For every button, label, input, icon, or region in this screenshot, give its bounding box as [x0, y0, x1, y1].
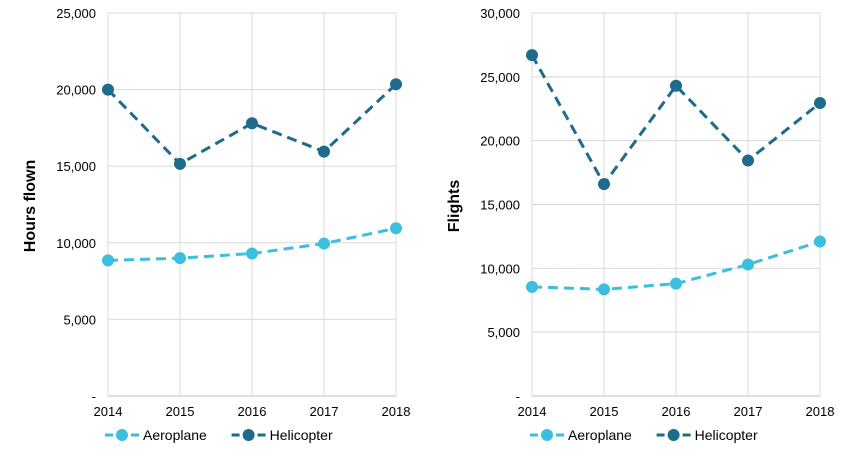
legend-aeroplane-marker: [116, 429, 128, 441]
y-tick-label: 5,000: [487, 325, 520, 340]
y-tick-label: 5,000: [63, 312, 96, 327]
y-tick-label: 10,000: [56, 236, 96, 251]
hours-flown-chart: Hours flown - 5,000 10,000 15,000 20,000 25,0…: [22, 6, 410, 443]
y-tick-label: 15,000: [480, 198, 520, 213]
y-tick-label: 10,000: [480, 261, 520, 276]
legend-aeroplane-label: Aeroplane: [143, 427, 207, 443]
aeroplane-point: [102, 254, 114, 267]
aeroplane-point: [174, 252, 186, 265]
helicopter-point: [390, 78, 402, 91]
plot-area: - 5,000 10,000 15,000 20,000 25,000 2014 2015 20…: [56, 6, 410, 443]
aeroplane-point: [526, 280, 538, 293]
x-tick-label: 2017: [734, 404, 763, 419]
legend-helicopter-label: Helicopter: [270, 427, 333, 443]
y-axis-title: Flights: [446, 180, 463, 233]
legend-helicopter-label: Helicopter: [695, 427, 758, 443]
legend-helicopter-marker: [667, 429, 680, 441]
aeroplane-point: [246, 247, 258, 260]
helicopter-point: [670, 79, 682, 92]
aeroplane-point: [598, 283, 610, 296]
y-tick-label: 20,000: [56, 83, 96, 98]
aeroplane-point: [318, 237, 330, 250]
legend-helicopter-marker: [242, 429, 255, 441]
helicopter-point: [174, 157, 186, 170]
aeroplane-point: [390, 222, 402, 235]
x-tick-label: 2014: [94, 404, 123, 419]
x-tick-label: 2016: [238, 404, 267, 419]
y-tick-label: 20,000: [480, 134, 520, 149]
helicopter-point: [318, 145, 330, 158]
legend-aeroplane-label: Aeroplane: [568, 427, 632, 443]
y-tick-label: 15,000: [56, 159, 96, 174]
y-tick-label: -: [92, 389, 96, 404]
helicopter-series-line: [106, 83, 398, 166]
helicopter-point: [102, 83, 114, 96]
x-tick-label: 2015: [590, 404, 619, 419]
helicopter-point: [742, 154, 754, 167]
y-tick-label: -: [516, 389, 520, 404]
plot-area: - 5,000 10,000 15,000 20,000 25,000 30,000 2014…: [480, 6, 834, 443]
x-tick-label: 2014: [518, 404, 547, 419]
aeroplane-point: [742, 258, 754, 271]
y-axis-title: Hours flown: [22, 160, 39, 252]
flights-chart: Flights - 5,000 10,000 15,000 20,000 25,000 30…: [446, 6, 834, 443]
legend-aeroplane-marker: [541, 429, 553, 441]
aeroplane-point: [814, 235, 826, 248]
helicopter-point: [598, 178, 610, 191]
helicopter-series-line: [530, 54, 821, 187]
y-tick-label: 25,000: [56, 6, 96, 21]
x-tick-label: 2018: [806, 404, 835, 419]
x-tick-label: 2015: [166, 404, 195, 419]
aeroplane-point: [670, 277, 682, 290]
helicopter-point: [246, 117, 258, 130]
y-tick-label: 30,000: [480, 6, 520, 21]
x-tick-label: 2017: [310, 404, 339, 419]
x-tick-label: 2018: [382, 404, 411, 419]
helicopter-point: [526, 49, 538, 62]
y-tick-label: 25,000: [480, 70, 520, 85]
x-tick-label: 2016: [662, 404, 691, 419]
helicopter-point: [814, 97, 826, 110]
